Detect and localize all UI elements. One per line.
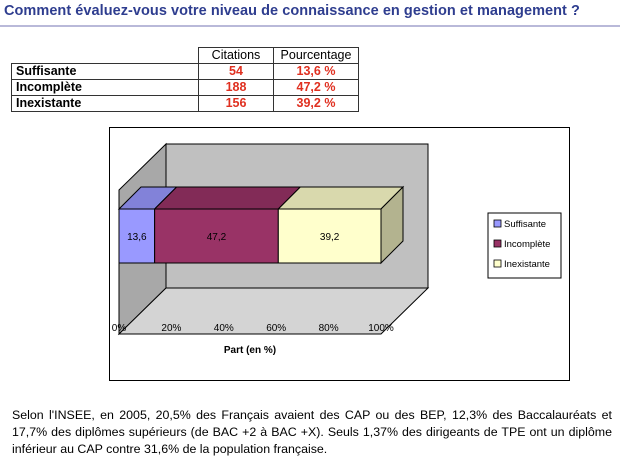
row-label: Incomplète bbox=[11, 79, 199, 96]
legend-swatch bbox=[493, 259, 502, 268]
results-table: Citations Pourcentage Suffisante 54 13,6… bbox=[11, 47, 359, 112]
legend-label: Inexistante bbox=[504, 259, 550, 270]
x-tick-label: 60% bbox=[266, 323, 286, 334]
bar-segment-inexistante bbox=[277, 208, 382, 264]
row-pourcentage: 39,2 % bbox=[273, 95, 359, 112]
row-citations: 188 bbox=[198, 79, 274, 96]
legend-label: Incomplète bbox=[504, 239, 550, 250]
bar-segment-incomplète bbox=[154, 208, 279, 264]
x-tick-label: 40% bbox=[214, 323, 234, 334]
row-citations: 54 bbox=[198, 63, 274, 80]
x-tick-label: 20% bbox=[161, 323, 181, 334]
bar-side-inexistante bbox=[380, 185, 404, 265]
x-tick-label: 100% bbox=[368, 323, 394, 334]
legend-label: Suffisante bbox=[504, 219, 546, 230]
row-label: Inexistante bbox=[11, 95, 199, 112]
data-label: 39,2 bbox=[320, 232, 340, 243]
header-citations: Citations bbox=[198, 47, 274, 64]
table-row: Incomplète 188 47,2 % bbox=[11, 79, 359, 96]
title-divider bbox=[0, 25, 620, 27]
page-title: Comment évaluez-vous votre niveau de con… bbox=[4, 3, 580, 19]
footnote-text: Selon l'INSEE, en 2005, 20,5% des França… bbox=[12, 408, 612, 456]
row-pourcentage: 47,2 % bbox=[273, 79, 359, 96]
chart-floor bbox=[117, 287, 430, 335]
header-pourcentage: Pourcentage bbox=[273, 47, 359, 64]
table-corner-cell bbox=[11, 47, 199, 64]
row-pourcentage: 13,6 % bbox=[273, 63, 359, 80]
chart-frame: 13,6 47,2 39,2 0% 20% 40% 60% 80% 100% Part (en %… bbox=[109, 127, 570, 381]
table-row: Inexistante 156 39,2 % bbox=[11, 95, 359, 112]
x-axis-title: Part (en %) bbox=[224, 345, 276, 356]
table-row: Suffisante 54 13,6 % bbox=[11, 63, 359, 80]
row-citations: 156 bbox=[198, 95, 274, 112]
data-label: 13,6 bbox=[127, 232, 147, 243]
stacked-bar-chart: 13,6 47,2 39,2 0% 20% 40% 60% 80% 100% Part (en %… bbox=[112, 142, 562, 356]
row-label: Suffisante bbox=[11, 63, 199, 80]
x-tick-label: 0% bbox=[112, 323, 127, 334]
table-header-row: Citations Pourcentage bbox=[11, 47, 359, 64]
data-label: 47,2 bbox=[207, 232, 227, 243]
x-tick-label: 80% bbox=[319, 323, 339, 334]
legend-swatch bbox=[493, 219, 502, 228]
bar-top-incomplète bbox=[153, 186, 302, 210]
legend-swatch bbox=[493, 239, 502, 248]
